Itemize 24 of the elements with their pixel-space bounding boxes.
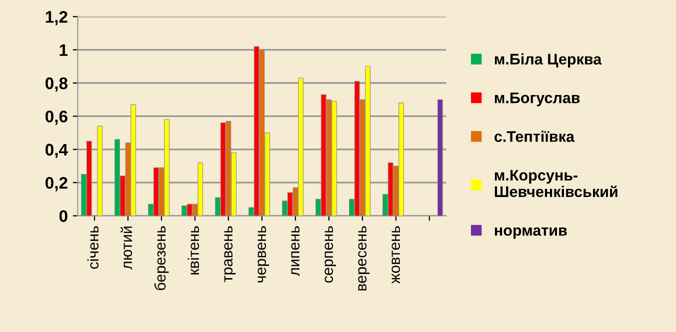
x-tick-label: березень bbox=[154, 226, 169, 290]
x-tick-label: липень bbox=[291, 226, 300, 276]
bar bbox=[97, 126, 103, 216]
legend-label: м.Богуслав bbox=[494, 92, 580, 106]
y-tick-label: 0,6 bbox=[46, 110, 68, 125]
y-tick-label: 0,2 bbox=[46, 177, 68, 192]
y-tick-label: 0,8 bbox=[46, 77, 68, 92]
legend-label: с.Тептіївка bbox=[494, 130, 575, 142]
x-tick-label: серпень bbox=[324, 226, 336, 283]
x-tick-label: квітень bbox=[188, 226, 200, 274]
y-tick-label: 0 bbox=[59, 210, 68, 222]
legend-label: м.Корсунь- Шевченківський bbox=[494, 170, 618, 198]
legend-label: норматив bbox=[494, 227, 567, 239]
legend-label: м.Біла Церква bbox=[494, 53, 602, 68]
x-tick-label: червень bbox=[258, 226, 270, 282]
y-tick-label: 0,4 bbox=[46, 144, 68, 158]
y-tick-label: 1 bbox=[60, 44, 68, 56]
x-tick-label: жовтень bbox=[392, 226, 400, 284]
x-tick-label: травень bbox=[224, 226, 236, 282]
y-tick-label: 1,2 bbox=[46, 11, 68, 26]
x-tick-label: вересень bbox=[358, 226, 370, 290]
bar bbox=[437, 99, 443, 216]
x-tick-label: січень bbox=[87, 226, 99, 269]
x-tick-label: лютий bbox=[120, 226, 132, 270]
